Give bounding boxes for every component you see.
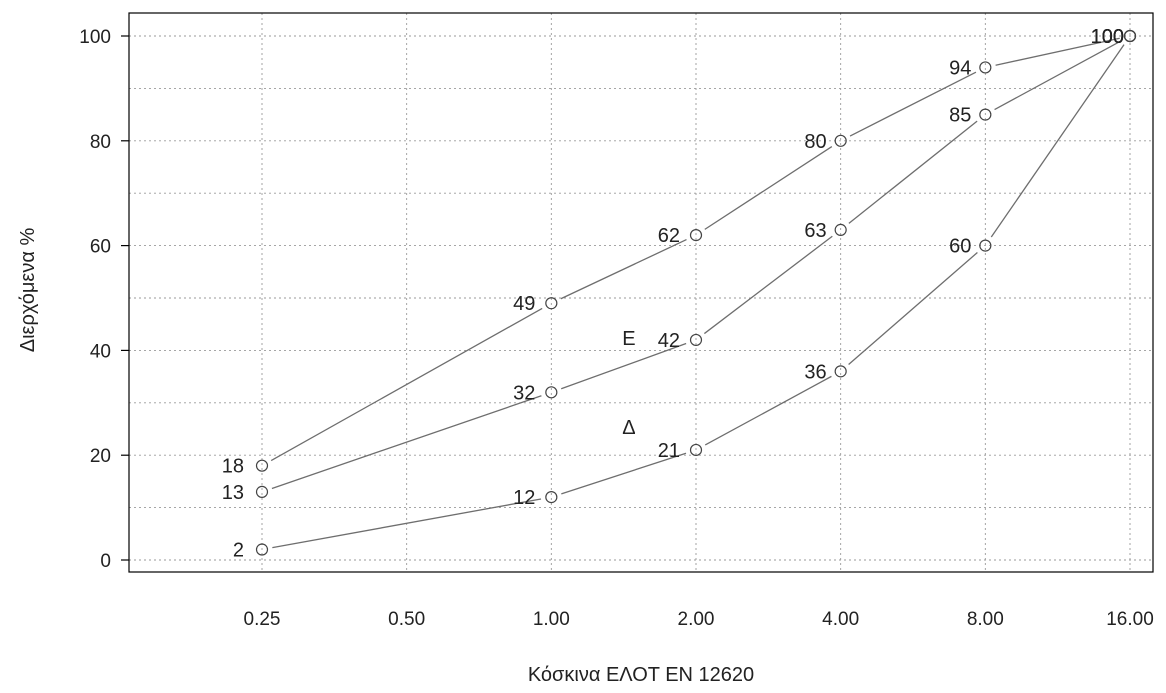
annotations: ΕΔ — [622, 328, 635, 439]
series-1-data-label: 94 — [949, 57, 971, 79]
x-tick-label: 4.00 — [822, 609, 859, 630]
y-tick-label: 100 — [79, 27, 111, 48]
series-1-data-label: 100 — [1091, 26, 1124, 48]
series-3-data-label: 12 — [513, 487, 535, 509]
series-3-point — [979, 239, 992, 252]
series-1-segment — [849, 71, 977, 137]
y-tick-label: 60 — [90, 237, 111, 258]
series-3-point — [834, 365, 847, 378]
series-2-data-label: 85 — [949, 105, 971, 127]
grid — [129, 13, 1153, 572]
series-2-data-label: 13 — [222, 482, 244, 504]
series-2-point — [255, 485, 269, 498]
x-tick-label: 0.50 — [388, 609, 425, 630]
series-3-data-label: 21 — [658, 440, 680, 462]
y-tick-label: 20 — [90, 446, 111, 467]
series-2-point — [979, 108, 992, 121]
region-label-0: Ε — [622, 328, 635, 350]
y-tick-label: 40 — [90, 341, 111, 362]
series-1-point — [834, 134, 847, 147]
x-tick-label: 16.00 — [1106, 609, 1154, 630]
series-2-point — [834, 223, 847, 236]
series-3-point — [255, 543, 269, 556]
x-axis: 0.25 0.50 1.00 2.00 4.00 8.00 16.00 — [244, 609, 1154, 630]
series-2-data-label: 100 — [1091, 26, 1124, 48]
series-lines — [270, 37, 1125, 549]
series-3-data-label: 36 — [804, 361, 826, 383]
series-3-data-label: 2 — [233, 540, 244, 562]
series-3-point — [689, 443, 703, 457]
series-1-data-label: 18 — [222, 456, 244, 478]
y-tick-label: 0 — [100, 551, 111, 572]
series-2-point — [545, 386, 558, 399]
series-2-segment — [271, 395, 542, 490]
series-2-data-label: 42 — [658, 330, 680, 352]
series-2-data-label: 32 — [513, 382, 535, 404]
series-3-data-label: 100 — [1091, 26, 1124, 48]
x-tick-label: 0.25 — [244, 609, 281, 630]
series-1-data-label: 80 — [804, 131, 826, 153]
x-tick-label: 2.00 — [678, 609, 715, 630]
x-tick-label: 1.00 — [533, 609, 570, 630]
series-1-segment — [560, 239, 687, 300]
x-tick-label: 8.00 — [967, 609, 1004, 630]
series-2-segment — [560, 342, 687, 390]
region-label-1: Δ — [622, 417, 635, 439]
series-3-segment — [990, 44, 1125, 238]
series-3-segment — [704, 375, 832, 446]
series-3-segment — [272, 498, 542, 549]
y-axis: 0 20 40 60 80 100 — [79, 27, 129, 572]
series-1-point — [255, 459, 269, 472]
series-points — [255, 29, 1137, 556]
series-3-point — [545, 491, 558, 504]
series-2-segment — [703, 235, 833, 335]
series-2-point — [689, 333, 703, 347]
series-3-data-label: 60 — [949, 236, 971, 258]
series-1-segment — [704, 145, 833, 230]
series-1-segment — [270, 307, 543, 462]
y-tick-label: 80 — [90, 132, 111, 153]
series-1-point — [545, 297, 558, 310]
series-2-segment — [848, 120, 978, 224]
series-3-point — [1123, 29, 1137, 43]
plot-frame — [128, 12, 1154, 573]
series-3-segment — [561, 452, 687, 495]
series-3-segment — [848, 251, 978, 365]
series-1-data-label: 49 — [513, 293, 535, 315]
series-1-point — [689, 229, 703, 242]
series-2-data-label: 63 — [804, 220, 826, 242]
series-2-segment — [994, 40, 1122, 111]
series-1-point — [979, 61, 992, 74]
y-axis-title: Διερχόμενα % — [17, 228, 39, 353]
series-1-segment — [995, 37, 1120, 66]
series-1-data-label: 62 — [658, 225, 680, 247]
x-axis-title: Κόσκινα ΕΛΟΤ ΕΝ 12620 — [528, 664, 754, 686]
